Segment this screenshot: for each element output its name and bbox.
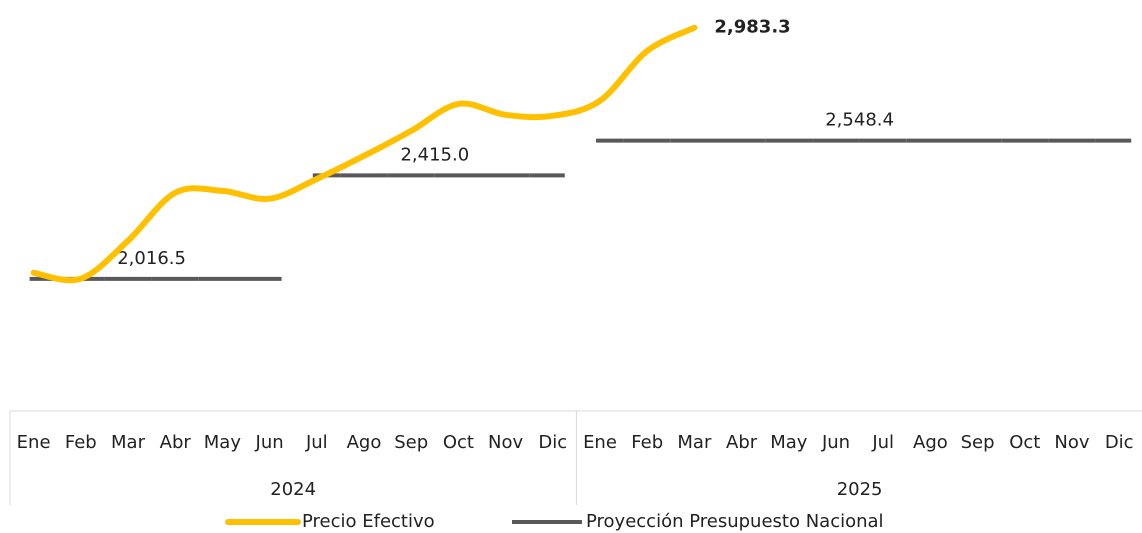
group-label: 2025 xyxy=(837,479,883,500)
x-tick-label: Sep xyxy=(394,432,428,453)
data-label: 2,548.4 xyxy=(825,110,894,131)
data-label: 2,415.0 xyxy=(400,144,469,165)
x-tick-label: Sep xyxy=(961,432,995,453)
x-tick-label: Mar xyxy=(677,432,712,453)
data-label: 2,983.3 xyxy=(714,17,790,38)
x-tick-label: Dic xyxy=(538,432,567,453)
group-label: 2024 xyxy=(270,479,316,500)
x-tick-label: Dic xyxy=(1105,432,1134,453)
x-tick-label: Feb xyxy=(65,432,97,453)
x-tick-label: Ago xyxy=(347,432,382,453)
x-tick-label: Abr xyxy=(160,432,192,453)
x-tick-label: Oct xyxy=(443,432,474,453)
x-tick-label: Jul xyxy=(305,432,328,453)
x-tick-label: Abr xyxy=(726,432,758,453)
x-tick-label: Jun xyxy=(255,432,284,453)
legend-label: Proyección Presupuesto Nacional xyxy=(586,511,884,532)
x-tick-label: Mar xyxy=(111,432,146,453)
x-tick-label: Nov xyxy=(1054,432,1089,453)
price-line xyxy=(30,24,698,284)
x-tick-label: May xyxy=(770,432,808,453)
x-tick-label: May xyxy=(204,432,242,453)
data-label: 2,016.5 xyxy=(117,248,186,269)
x-tick-label: Feb xyxy=(631,432,663,453)
x-tick-label: Nov xyxy=(488,432,523,453)
legend-label: Precio Efectivo xyxy=(302,511,435,532)
x-tick-label: Jul xyxy=(871,432,894,453)
x-tick-label: Ene xyxy=(17,432,51,453)
x-tick-label: Jun xyxy=(821,432,850,453)
x-tick-label: Ago xyxy=(913,432,948,453)
x-tick-label: Ene xyxy=(583,432,617,453)
x-tick-label: Oct xyxy=(1009,432,1040,453)
